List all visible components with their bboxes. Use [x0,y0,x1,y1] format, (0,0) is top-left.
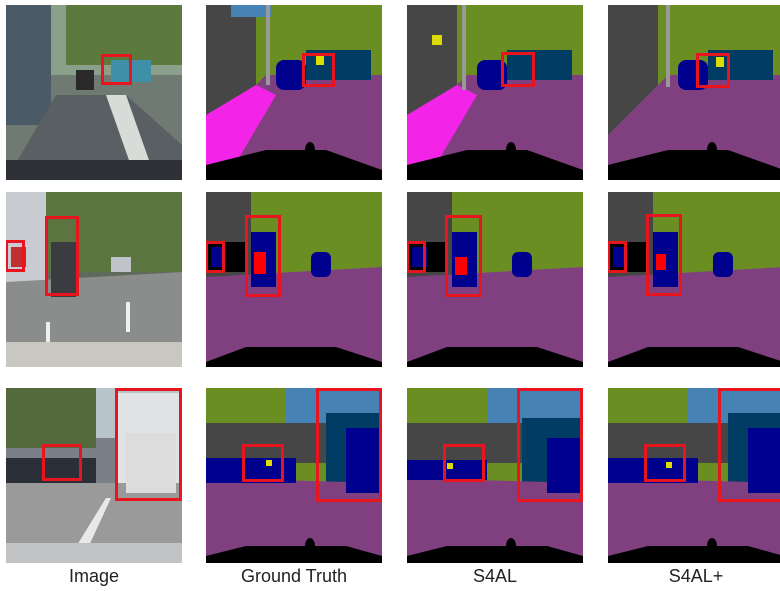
segmentation-gt-1 [206,5,382,180]
column-label-s4al-plus: S4AL+ [668,566,724,586]
segmentation-s4al-2 [407,192,583,367]
row3-image [6,388,182,563]
highlight-box [501,52,535,87]
segmentation-s4alplus-1 [608,5,780,180]
street-photo-2 [6,192,182,367]
row2-image [6,192,182,367]
highlight-box [445,215,482,297]
highlight-box [101,54,132,85]
row3-s4al-plus [608,388,780,563]
highlight-box [206,241,225,273]
highlight-box [242,444,284,482]
highlight-box [316,388,382,502]
row3-s4al [407,388,583,563]
segmentation-gt-2 [206,192,382,367]
highlight-box [696,53,730,88]
segmentation-s4al-3 [407,388,583,563]
segmentation-s4alplus-3 [608,388,780,563]
highlight-box [407,241,426,273]
highlight-box [115,388,182,501]
row2-s4al-plus [608,192,780,367]
highlight-box [608,241,627,273]
row1-ground-truth [206,5,382,180]
column-label-image: Image [68,566,120,586]
street-photo-1 [6,5,182,180]
row2-ground-truth [206,192,382,367]
row1-s4al [407,5,583,180]
highlight-box [42,444,82,481]
column-label-s4al: S4AL [472,566,518,586]
highlight-box [6,240,25,272]
row1-image [6,5,182,180]
highlight-box [718,388,780,502]
row2-s4al [407,192,583,367]
row1-s4al-plus [608,5,780,180]
highlight-box [245,215,281,297]
segmentation-s4al-1 [407,5,583,180]
highlight-box [517,388,583,502]
highlight-box [45,216,79,296]
column-label-ground-truth: Ground Truth [240,566,348,586]
street-photo-3 [6,388,182,563]
segmentation-s4alplus-2 [608,192,780,367]
highlight-box [646,214,682,296]
row3-ground-truth [206,388,382,563]
highlight-box [644,444,686,482]
highlight-box [302,53,335,87]
highlight-box [443,444,485,482]
